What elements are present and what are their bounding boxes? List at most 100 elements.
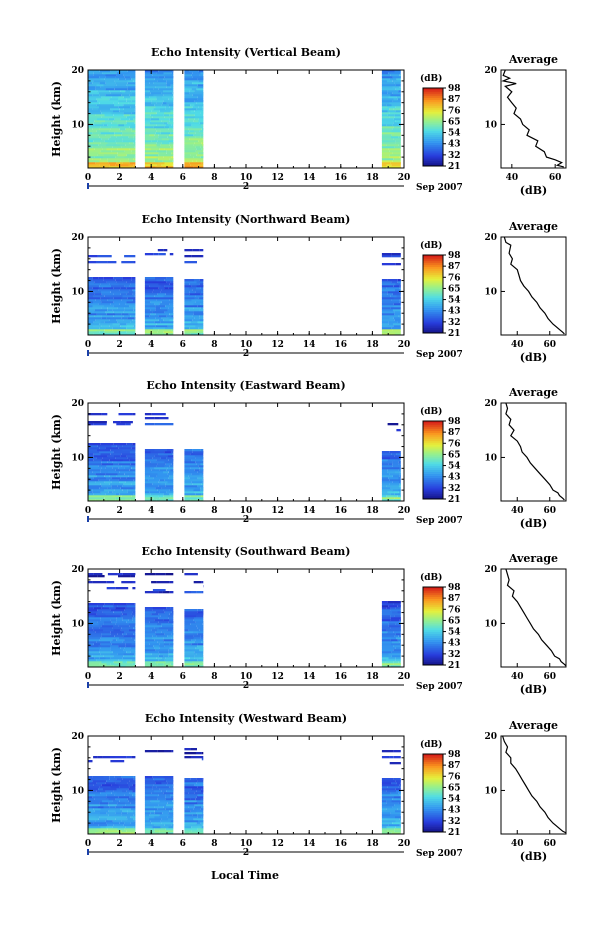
heatmap-cell	[153, 477, 164, 480]
heatmap-cell	[172, 788, 174, 791]
heatmap-cell	[381, 76, 393, 79]
heatmap-cell	[391, 782, 397, 785]
heatmap-cell	[133, 325, 136, 328]
heatmap-cell	[201, 752, 204, 755]
heatmap-cell	[102, 72, 117, 75]
heatmap-cell	[164, 633, 172, 636]
heatmap-cell	[388, 623, 396, 626]
heatmap-cell	[190, 495, 202, 498]
heatmap-cell	[144, 794, 159, 797]
heatmap-cell	[169, 307, 174, 310]
heatmap-cell	[381, 307, 391, 310]
heatmap-cell	[165, 293, 174, 296]
heatmap-cell	[195, 461, 204, 464]
heatmap-cell	[189, 138, 203, 141]
heatmap-cell	[184, 481, 192, 484]
x-tick-label: 12	[271, 340, 284, 350]
heatmap-cell	[397, 281, 401, 284]
heatmap-cell	[115, 291, 129, 294]
heatmap-cell	[184, 287, 189, 290]
heatmap-cell	[123, 96, 131, 99]
heatmap-cell	[397, 808, 401, 811]
heatmap-cell	[88, 810, 95, 813]
heatmap-cell	[197, 485, 204, 488]
heatmap-cell	[92, 279, 104, 282]
heatmap-cell	[393, 108, 401, 111]
heatmap-cell	[159, 303, 170, 306]
heatmap-cell	[190, 467, 200, 470]
heatmap-cell	[389, 479, 401, 482]
heatmap-cell	[158, 659, 165, 662]
heatmap-cell	[152, 116, 165, 119]
heatmap-cell	[88, 808, 94, 811]
heatmap-cell	[115, 812, 122, 815]
heatmap-cell	[144, 457, 153, 460]
heatmap-cell	[193, 311, 204, 314]
heatmap-cell	[184, 291, 190, 294]
heatmap-cell	[184, 810, 191, 813]
x-tick-label: 4	[148, 506, 154, 516]
colorbar-band	[423, 329, 443, 332]
heatmap-cell	[128, 784, 133, 787]
heatmap-cell	[144, 784, 154, 787]
heatmap-cell	[94, 798, 109, 801]
heatmap-cell	[122, 92, 132, 95]
heatmap-cell	[144, 485, 159, 488]
heatmap-cell	[193, 112, 201, 115]
heatmap-cell	[92, 471, 101, 474]
heatmap-cell	[112, 651, 127, 654]
heatmap-cell	[88, 629, 94, 632]
heatmap-cell	[165, 124, 172, 127]
heatmap-cell	[88, 649, 99, 652]
heatmap-cell	[155, 780, 167, 783]
heatmap-cell	[172, 164, 174, 167]
heatmap-cell	[113, 625, 119, 628]
colorbar-band	[423, 481, 443, 484]
heatmap-cell	[161, 623, 173, 626]
colorbar-band	[423, 421, 443, 424]
heatmap-cell	[92, 94, 100, 97]
heatmap-cell	[144, 134, 150, 137]
heatmap-cell	[394, 114, 401, 117]
heatmap-cell	[126, 756, 132, 759]
heatmap-cell	[116, 619, 123, 622]
heatmap-cell	[192, 249, 200, 252]
heatmap-cell	[121, 134, 135, 137]
heatmap-cell	[153, 253, 159, 256]
heatmap-cell	[144, 108, 154, 111]
heatmap-cell	[104, 114, 114, 117]
heatmap-cell	[381, 160, 393, 163]
heatmap-cell	[389, 108, 394, 111]
heatmap-cell	[184, 752, 196, 755]
heatmap-cell	[93, 455, 108, 458]
heatmap-cell	[88, 609, 98, 612]
heatmap-cell	[196, 782, 201, 785]
heatmap-cell	[156, 156, 164, 159]
heatmap-cell	[381, 122, 394, 125]
chart-title: Echo Intensity (Southward Beam)	[142, 545, 351, 558]
heatmap-cell	[125, 645, 136, 648]
heatmap-cell	[101, 413, 108, 416]
heatmap-cell	[118, 575, 131, 578]
heatmap-cell	[129, 72, 136, 75]
heatmap-cell	[198, 120, 204, 123]
heatmap-cell	[396, 96, 401, 99]
heatmap-cell	[184, 70, 190, 73]
heatmap-cell	[381, 124, 387, 127]
heatmap-cell	[133, 615, 136, 618]
heatmap-cell	[399, 824, 401, 827]
heatmap-cell	[381, 451, 390, 454]
heatmap-cell	[381, 461, 393, 464]
heatmap-cell	[390, 609, 401, 612]
heatmap-cell	[168, 665, 174, 668]
heatmap-cell	[133, 479, 136, 482]
heatmap-cell	[163, 792, 174, 795]
heatmap-cell	[394, 493, 401, 496]
heatmap-cell	[144, 780, 155, 783]
heatmap-cell	[103, 832, 110, 835]
heatmap-cell	[93, 629, 103, 632]
heatmap-cell	[107, 487, 112, 490]
heatmap-cell	[400, 72, 401, 75]
heatmap-cell	[88, 455, 94, 458]
heatmap-cell	[166, 166, 174, 169]
